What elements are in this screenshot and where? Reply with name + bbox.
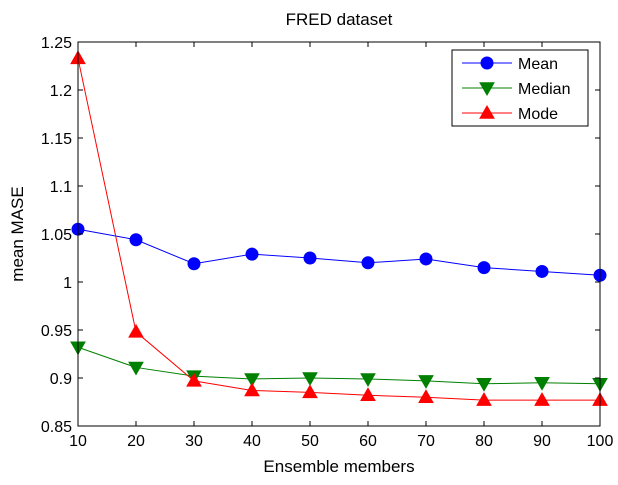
data-point-mean [245,247,259,261]
y-tick-label: 1 [63,275,72,292]
data-point-mean [303,251,317,265]
legend-label-mode: Mode [518,106,558,123]
data-point-median [418,375,434,389]
data-point-median [128,361,144,376]
y-tick-label: 1.25 [41,35,72,52]
data-point-mode [302,384,318,399]
data-point-mode [360,387,376,402]
data-point-mode [534,392,550,406]
data-point-median [302,372,318,387]
data-point-median [244,373,260,387]
x-axis-label: Ensemble members [263,457,414,476]
x-tick-label: 80 [475,433,493,450]
ticks-layer: 10 20 30 40 50 60 70 80 90 100 0.85 0.9 0.95 1 1.05 1.1… [41,35,614,450]
x-tick-label: 10 [69,433,87,450]
legend-label-median: Median [518,81,570,98]
data-point-median [360,373,376,387]
y-tick-label: 0.9 [50,371,72,388]
x-tick-label: 60 [359,433,377,450]
series-median [70,341,608,392]
data-point-mean [187,257,201,271]
data-point-median [534,377,550,391]
series-mean [71,222,607,282]
y-axis-label: mean MASE [8,186,27,281]
data-point-median [476,378,492,392]
legend: Mean Median Mode [451,49,589,127]
data-point-mean [535,264,549,278]
y-tick-label: 0.85 [41,419,72,436]
series-layer [70,50,608,406]
data-point-mode [128,323,144,338]
data-point-mode [418,389,434,403]
legend-marker-mean [480,56,494,70]
legend-marker-median [479,82,495,97]
x-tick-label: 50 [301,433,319,450]
data-point-mean [477,261,491,275]
y-tick-label: 1.05 [41,227,72,244]
series-line-mean [77,228,601,276]
x-tick-label: 40 [243,433,261,450]
data-point-mean [419,252,433,266]
x-tick-label: 30 [185,433,203,450]
y-tick-label: 1.1 [50,179,72,196]
y-tick-label: 1.15 [41,131,72,148]
legend-marker-mode [479,104,495,119]
legend-label-mean: Mean [518,56,558,73]
y-tick-label: 0.95 [41,323,72,340]
legend-items: Mean Median Mode [462,56,570,123]
series-line-mode [77,58,600,401]
data-point-mode [244,382,260,397]
data-point-mean [361,256,375,270]
x-tick-label: 70 [417,433,435,450]
x-tick-label: 100 [587,433,614,450]
data-point-mode [186,372,202,387]
data-point-mean [129,233,143,247]
y-tick-label: 1.2 [50,83,72,100]
x-tick-label: 90 [533,433,551,450]
chart-title: FRED dataset [286,10,393,29]
data-point-mode [476,392,492,406]
series-line-median [77,346,601,385]
x-tick-label: 20 [127,433,145,450]
